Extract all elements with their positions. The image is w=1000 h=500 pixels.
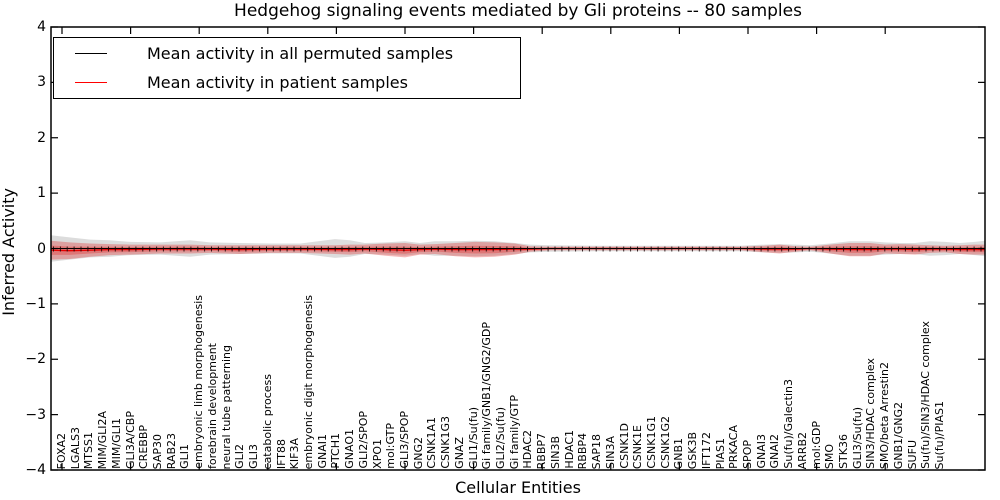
x-tick-label: embryonic digit morphogenesis (301, 294, 315, 469)
chart-title: Hedgehog signaling events mediated by Gl… (234, 1, 802, 21)
x-tick-label: RBBP4 (576, 432, 590, 469)
x-tick-label: CSNK1G1 (644, 416, 658, 469)
x-tick-label: SMO (823, 443, 837, 469)
x-tick-label: GNG2 (411, 436, 425, 469)
x-tick-label: mol:GDP (809, 421, 823, 469)
x-tick-label: PIAS1 (713, 437, 727, 469)
y-tick-label: −4 (25, 462, 46, 478)
x-tick-label: SAP18 (590, 433, 604, 469)
x-tick-label: embryonic limb morphogenesis (192, 295, 206, 469)
x-tick-label: mol:GTP (384, 423, 398, 469)
x-tick-label: GNAZ (452, 437, 466, 469)
x-tick-label: SUFU (905, 439, 919, 469)
y-tick-label: 1 (37, 185, 46, 202)
x-tick-label: Su(fu)/Galectin3 (782, 379, 796, 469)
x-tick-label: MTSS1 (82, 431, 96, 469)
x-tick-label: GNB1 (672, 437, 686, 469)
x-tick-label: CSNK1G2 (658, 416, 672, 469)
y-tick-label: 0 (37, 240, 46, 257)
x-tick-label: GLI1 (178, 444, 192, 469)
x-tick-label: Gi family/GNB1/GNG2/GDP (480, 321, 494, 469)
x-tick-label: RBBP7 (535, 432, 549, 469)
x-tick-label: MIM/GLI2A (96, 410, 110, 469)
x-tick-label: SIN3B (548, 436, 562, 469)
x-tick-label: GLI3 (247, 444, 261, 469)
x-tick-label: ARRB2 (795, 431, 809, 469)
x-tick-label: RAB23 (164, 432, 178, 469)
plot-border (50, 26, 986, 471)
legend-item: Mean activity in all permuted samples (54, 41, 520, 67)
legend: Mean activity in all permuted samples Mea… (53, 37, 521, 99)
x-tick-label: GLI3/SPOP (398, 411, 411, 469)
y-tick-label: 4 (37, 19, 46, 35)
x-tick-label: GNAI1 (315, 434, 329, 469)
x-tick-label: IFT88 (274, 438, 288, 469)
x-tick-label: SAP30 (151, 433, 165, 469)
x-tick-label: GNB1/GNG2 (891, 401, 905, 469)
x-tick-label: CSNK1D (617, 423, 631, 469)
x-tick-label: GSK3B (686, 431, 700, 469)
y-tick-label: 3 (37, 74, 46, 91)
x-tick-label: SIN3A (603, 436, 617, 469)
x-tick-label: IFT172 (699, 431, 713, 469)
legend-swatch-permuted-line (75, 53, 107, 55)
x-tick-label: HDAC2 (521, 430, 535, 469)
x-tick-label: CSNK1A1 (425, 417, 439, 469)
x-tick-label: Su(fu)/PIAS1 (933, 400, 947, 469)
x-tick-label: CSNK1E (631, 424, 645, 469)
x-tick-label: PTCH1 (329, 433, 343, 469)
x-tick-label: GLI1/Su(fu) (466, 407, 480, 469)
x-tick-label: KIF3A (288, 437, 302, 469)
x-tick-label: catabolic process (260, 373, 274, 469)
legend-item-label: Mean activity in all permuted samples (147, 44, 454, 64)
x-tick-label: XPO1 (370, 439, 384, 469)
x-tick-label: SPOP (741, 440, 754, 469)
y-tick-label: 2 (37, 129, 46, 146)
y-tick-label: −1 (25, 295, 46, 312)
x-tick-label: GLI2/SPOP (356, 411, 370, 469)
x-tick-label: Gi family/GTP (507, 394, 521, 469)
x-tick-label: GNAI2 (768, 434, 782, 469)
x-tick-label: HDAC1 (562, 430, 576, 469)
x-tick-label: GNAI3 (754, 434, 768, 469)
legend-item-label: Mean activity in patient samples (147, 72, 408, 92)
x-tick-label: CSNK1G3 (439, 416, 453, 469)
point-markers (53, 246, 982, 252)
legend-item: Mean activity in patient samples (54, 69, 520, 95)
x-tick-label: SIN3/HDAC complex (864, 358, 878, 469)
x-tick-label: STK36 (837, 434, 851, 469)
x-tick-label: GNAO1 (343, 429, 357, 469)
x-tick-label: CREBBP (137, 425, 151, 469)
y-tick-label: −2 (25, 351, 46, 368)
x-tick-label: neural tube patterning (219, 344, 233, 470)
patient-std-band (51, 240, 985, 260)
x-tick-label: FOXA2 (55, 432, 68, 469)
y-tick-label: −3 (25, 406, 46, 423)
x-tick-label: GLI2 (233, 444, 247, 469)
legend-swatch-patient-line (75, 81, 107, 83)
x-tick-label: MIM/GLI1 (109, 418, 123, 469)
x-tick-label: forebrain development (205, 343, 219, 469)
x-axis-label: Cellular Entities (455, 478, 581, 497)
x-tick-label: LGALS3 (68, 426, 82, 469)
x-tick-label: Su(fu)/SIN3/HDAC complex (919, 321, 933, 469)
x-tick-label: PRKACA (727, 425, 741, 469)
x-tick-label: GLI3/Su(fu) (850, 407, 864, 469)
x-tick-label: GLI2/Su(fu) (494, 407, 508, 469)
patient-std-band-core (51, 245, 985, 255)
x-tick-label: SMO/beta Arrestin2 (878, 361, 892, 469)
x-tick-label: GLI3A/CBP (123, 411, 137, 469)
